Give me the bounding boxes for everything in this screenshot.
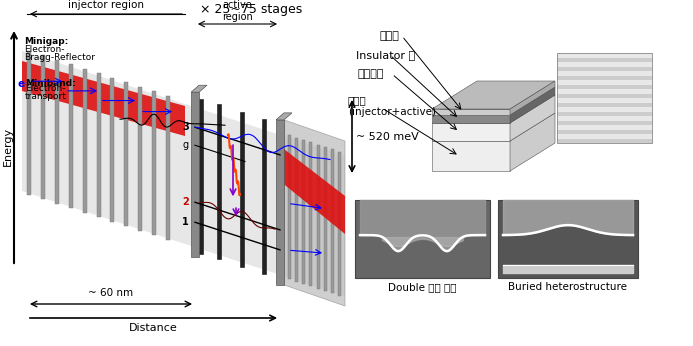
Polygon shape [191,85,207,92]
Bar [338,152,341,296]
Bar [324,147,326,291]
Bar [124,82,128,226]
Polygon shape [280,146,345,234]
Polygon shape [510,87,555,123]
Bar [557,89,652,93]
Text: 금속층: 금속층 [380,31,400,41]
Bar [557,53,652,143]
Text: injector region: injector region [68,0,144,10]
Text: Insulator 층: Insulator 층 [356,50,415,60]
Polygon shape [191,92,199,257]
Bar [557,138,652,143]
Bar [355,200,490,278]
Bar [217,104,221,260]
Text: Double 체년 릿지: Double 체년 릿지 [388,282,457,292]
Polygon shape [432,113,555,141]
Bar [82,69,87,213]
Bar [55,60,59,204]
Bar [557,125,652,129]
Text: 클래드층: 클래드층 [358,69,385,79]
Bar [302,140,305,284]
Text: ~ 60 nm: ~ 60 nm [89,288,134,298]
Text: 2: 2 [182,197,189,207]
Bar [41,55,45,199]
Bar [309,143,313,286]
Text: Miniband:: Miniband: [25,80,76,89]
Polygon shape [276,113,292,120]
Bar [27,51,31,195]
Bar [557,98,652,102]
Text: Energy: Energy [3,126,13,166]
Bar [432,141,510,171]
Polygon shape [510,95,555,141]
Text: transport: transport [25,92,67,101]
Polygon shape [432,81,555,109]
Text: ~ 520 meV: ~ 520 meV [356,131,419,142]
Text: × 25~75 stages: × 25~75 stages [200,2,302,16]
Bar [432,115,510,123]
Bar [317,145,319,289]
Bar [96,73,100,217]
Bar [432,109,510,115]
Bar [262,119,266,274]
Text: active
region: active region [222,0,253,22]
Text: 1: 1 [182,217,189,227]
Bar [557,66,652,71]
Text: 3: 3 [182,122,189,132]
Bar [152,91,156,235]
Polygon shape [284,120,345,306]
Text: Bragg-Reflector: Bragg-Reflector [24,53,95,62]
Bar [557,71,652,75]
Bar [557,57,652,62]
Polygon shape [22,61,185,136]
Bar [295,138,298,282]
Bar [139,87,142,231]
Polygon shape [510,81,555,115]
Text: Distance: Distance [129,323,178,333]
Bar [557,75,652,80]
Bar [557,120,652,125]
Bar [557,129,652,134]
Text: Electron-: Electron- [25,84,66,93]
Polygon shape [276,120,284,285]
Polygon shape [510,113,555,171]
Bar [277,124,281,279]
Bar [557,102,652,107]
Text: Minigap:: Minigap: [24,37,68,46]
Bar [69,64,73,208]
Bar [331,149,334,293]
Bar [557,116,652,120]
Text: e: e [18,79,25,89]
Polygon shape [432,87,555,115]
Polygon shape [22,51,345,296]
Bar [166,96,170,240]
Bar [557,84,652,89]
Bar [557,111,652,116]
Bar [557,62,652,66]
Bar [432,123,510,141]
Polygon shape [432,95,555,123]
Text: Buried heterostructure: Buried heterostructure [509,282,627,292]
Text: Electron-: Electron- [24,45,64,54]
Text: g: g [183,140,189,150]
Text: 활성층
(injector+active): 활성층 (injector+active) [348,95,436,117]
Bar [557,107,652,111]
Bar [498,200,638,278]
Bar [240,112,244,267]
Bar [288,136,291,280]
Bar [557,80,652,84]
Bar [557,93,652,98]
Bar [557,53,652,57]
Bar [199,99,203,254]
Bar [557,134,652,138]
Bar [110,78,114,222]
